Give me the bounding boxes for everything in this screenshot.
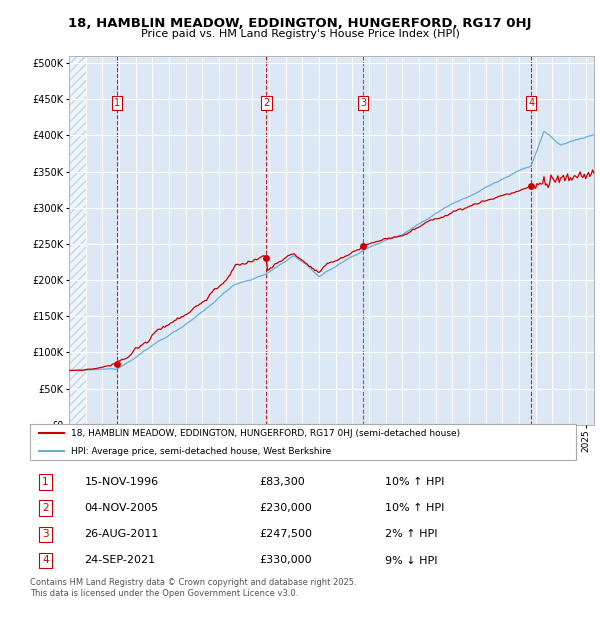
Text: Price paid vs. HM Land Registry's House Price Index (HPI): Price paid vs. HM Land Registry's House … — [140, 29, 460, 39]
FancyBboxPatch shape — [30, 424, 576, 460]
Text: £330,000: £330,000 — [259, 556, 312, 565]
Text: 2: 2 — [263, 98, 269, 108]
Text: 9% ↓ HPI: 9% ↓ HPI — [385, 556, 437, 565]
Text: 24-SEP-2021: 24-SEP-2021 — [85, 556, 156, 565]
Text: 10% ↑ HPI: 10% ↑ HPI — [385, 503, 444, 513]
Text: 18, HAMBLIN MEADOW, EDDINGTON, HUNGERFORD, RG17 0HJ (semi-detached house): 18, HAMBLIN MEADOW, EDDINGTON, HUNGERFOR… — [71, 428, 460, 438]
Text: 04-NOV-2005: 04-NOV-2005 — [85, 503, 159, 513]
Text: £83,300: £83,300 — [259, 477, 305, 487]
Text: £247,500: £247,500 — [259, 529, 313, 539]
Bar — [69, 56, 86, 425]
Text: £230,000: £230,000 — [259, 503, 312, 513]
Text: 15-NOV-1996: 15-NOV-1996 — [85, 477, 159, 487]
Text: 3: 3 — [360, 98, 366, 108]
Text: 1: 1 — [42, 477, 49, 487]
Text: 18, HAMBLIN MEADOW, EDDINGTON, HUNGERFORD, RG17 0HJ: 18, HAMBLIN MEADOW, EDDINGTON, HUNGERFOR… — [68, 17, 532, 30]
Text: Contains HM Land Registry data © Crown copyright and database right 2025.: Contains HM Land Registry data © Crown c… — [30, 578, 356, 587]
Text: 4: 4 — [42, 556, 49, 565]
Text: 1: 1 — [114, 98, 120, 108]
Text: 2% ↑ HPI: 2% ↑ HPI — [385, 529, 437, 539]
Text: 10% ↑ HPI: 10% ↑ HPI — [385, 477, 444, 487]
Text: 3: 3 — [42, 529, 49, 539]
Text: 2: 2 — [42, 503, 49, 513]
Text: HPI: Average price, semi-detached house, West Berkshire: HPI: Average price, semi-detached house,… — [71, 446, 331, 456]
Text: 4: 4 — [528, 98, 534, 108]
Text: This data is licensed under the Open Government Licence v3.0.: This data is licensed under the Open Gov… — [30, 589, 298, 598]
Text: 26-AUG-2011: 26-AUG-2011 — [85, 529, 159, 539]
